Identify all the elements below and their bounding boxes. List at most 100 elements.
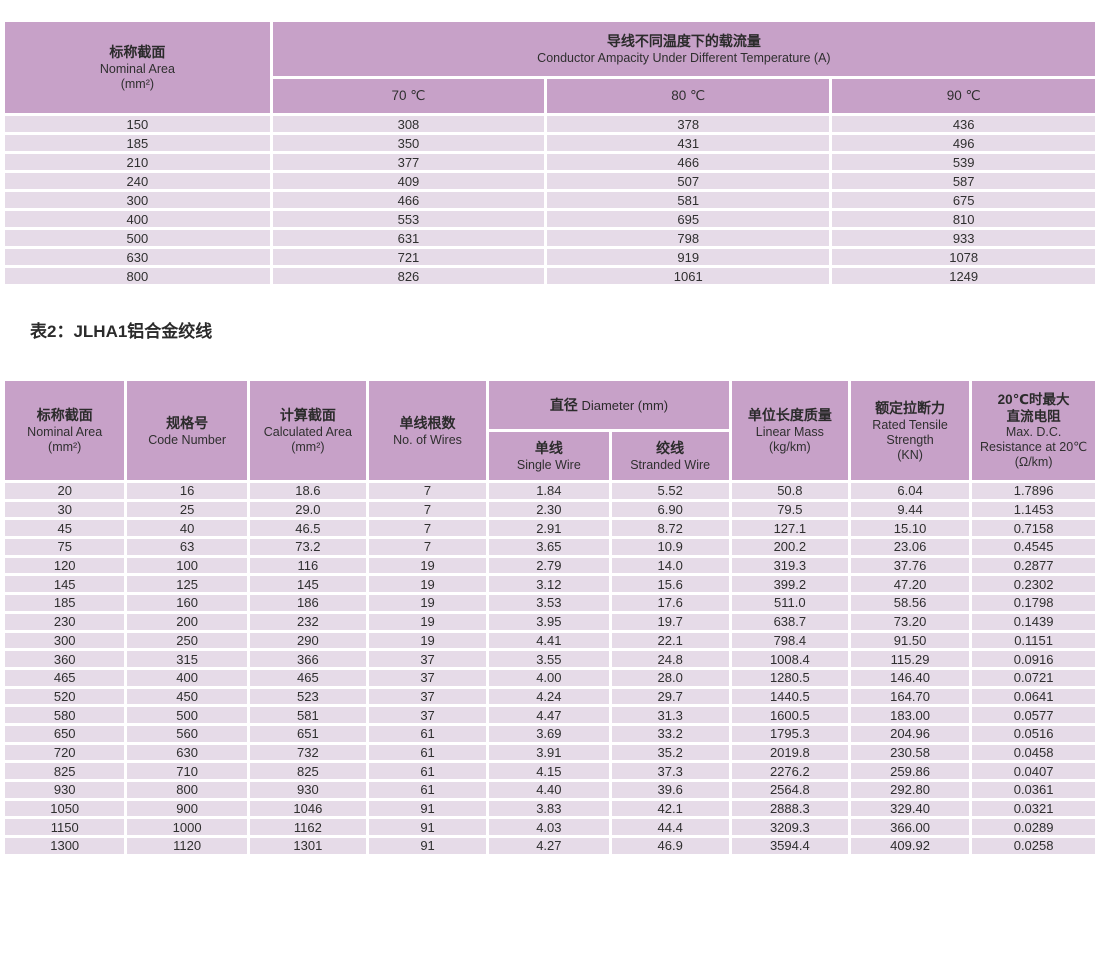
cell: 63 — [124, 536, 250, 558]
cell: 431 — [544, 132, 833, 154]
cell: 8.72 — [608, 517, 732, 540]
cell: 798.4 — [728, 629, 851, 652]
table-row: 300 250 290 19 4.41 22.1 798.4 91.50 0.1151 — [1, 629, 1098, 652]
ampacity-table-body: 150 308 378 436 185 350 431 496 210 377 466 539 240 4… — [2, 113, 1098, 287]
cell: 511.0 — [728, 592, 851, 614]
cell: 507 — [544, 170, 833, 192]
cell: 46.5 — [246, 517, 369, 540]
cell: 825 — [1, 760, 128, 782]
cell: 0.1151 — [969, 629, 1098, 652]
cell: 1078 — [829, 246, 1098, 268]
cell: 0.2302 — [969, 573, 1098, 596]
cell: 91 — [365, 835, 490, 857]
cell: 292.80 — [847, 779, 973, 801]
cell: 3.53 — [486, 592, 612, 614]
cell: 409 — [269, 170, 548, 192]
table-row: 300 466 581 675 — [2, 189, 1098, 211]
cell: 496 — [829, 132, 1098, 154]
cell: 315 — [124, 648, 250, 670]
cell: 6.90 — [608, 498, 732, 521]
cell: 290 — [246, 629, 369, 652]
cell: 4.41 — [486, 629, 612, 652]
cell: 240 — [2, 170, 273, 192]
cell: 0.0721 — [969, 666, 1098, 689]
cell: 1301 — [246, 835, 369, 857]
cell: 9.44 — [847, 498, 973, 521]
cell: 37 — [365, 704, 490, 726]
cell: 800 — [2, 265, 273, 287]
cell: 4.00 — [486, 666, 612, 689]
header-tensile-strength-en2: Strength — [886, 432, 934, 447]
header-temp-70c: 70 ℃ — [269, 76, 548, 116]
cell: 18.6 — [246, 480, 369, 502]
cell: 4.27 — [486, 835, 612, 857]
cell: 465 — [1, 666, 128, 689]
cell: 185 — [2, 132, 273, 154]
cell: 2888.3 — [728, 797, 851, 820]
cell: 1300 — [1, 835, 128, 857]
cell: 798 — [544, 227, 833, 249]
header-spec-nominal-area-unit: (mm²) — [48, 440, 82, 454]
cell: 15.6 — [608, 573, 732, 596]
header-linear-mass-unit: (kg/km) — [769, 440, 811, 454]
cell: 329.40 — [847, 797, 973, 820]
cell: 16 — [124, 480, 250, 502]
header-linear-mass-zh: 单位长度质量 — [747, 407, 832, 423]
spec-table-body: 20 16 18.6 7 1.84 5.52 50.8 6.04 1.7896 30 25 29.0 7… — [1, 480, 1098, 857]
spec-table: 标称截面 Nominal Area (mm²) 规格号 Code Number … — [1, 378, 1098, 857]
header-dc-resistance-zh1: 20℃时最大 — [997, 392, 1070, 407]
cell: 0.0641 — [969, 685, 1098, 708]
cell: 28.0 — [608, 666, 732, 689]
cell: 400 — [124, 666, 250, 689]
cell: 37.76 — [847, 554, 973, 577]
cell: 300 — [2, 189, 273, 211]
cell: 919 — [544, 246, 833, 268]
header-temp-80c: 80 ℃ — [544, 76, 833, 116]
header-diameter-group-zh: 直径 — [549, 396, 578, 413]
cell: 378 — [544, 113, 833, 135]
cell: 580 — [1, 704, 128, 726]
cell: 14.0 — [608, 554, 732, 577]
cell: 230 — [1, 610, 128, 633]
table-row: 185 350 431 496 — [2, 132, 1098, 154]
header-ampacity-group: 导线不同温度下的载流量 Conductor Ampacity Under Dif… — [269, 19, 1099, 79]
cell: 1.1453 — [969, 498, 1098, 521]
cell: 6.04 — [847, 480, 973, 502]
header-dc-resistance-zh2: 直流电阻 — [1006, 409, 1061, 424]
cell: 200 — [124, 610, 250, 633]
cell: 1600.5 — [728, 704, 851, 726]
cell: 7 — [365, 536, 490, 558]
cell: 1162 — [246, 816, 369, 839]
cell: 0.0258 — [969, 835, 1098, 857]
cell: 3.91 — [486, 741, 612, 764]
spec-header-row-2: 单线 Single Wire 绞线 Stranded Wire — [4, 429, 1097, 483]
cell: 308 — [269, 113, 548, 135]
table-row: 800 826 1061 1249 — [2, 265, 1098, 287]
cell: 400 — [2, 208, 273, 230]
cell: 160 — [124, 592, 250, 614]
table-row: 75 63 73.2 7 3.65 10.9 200.2 23.06 0.4545 — [1, 536, 1098, 558]
cell: 1008.4 — [728, 648, 851, 670]
table-row: 825 710 825 61 4.15 37.3 2276.2 259.86 0.0407 — [1, 760, 1098, 782]
cell: 0.1439 — [969, 610, 1098, 633]
header-stranded-wire-zh: 绞线 — [656, 440, 685, 456]
header-tensile-strength-en1: Rated Tensile — [872, 417, 948, 432]
cell: 23.06 — [847, 536, 973, 558]
cell: 0.4545 — [969, 536, 1098, 558]
header-single-wire-zh: 单线 — [534, 440, 563, 456]
cell: 115.29 — [847, 648, 973, 670]
cell: 3594.4 — [728, 835, 851, 857]
header-stranded-wire-en: Stranded Wire — [630, 458, 711, 472]
cell: 2.30 — [486, 498, 612, 521]
table-row: 1150 1000 1162 91 4.03 44.4 3209.3 366.00 0.0289 — [1, 816, 1098, 839]
cell: 638.7 — [728, 610, 851, 633]
cell: 630 — [2, 246, 273, 268]
cell: 0.0407 — [969, 760, 1098, 782]
cell: 5.52 — [608, 480, 732, 502]
cell: 630 — [124, 741, 250, 764]
cell: 1795.3 — [728, 722, 851, 745]
cell: 3.12 — [486, 573, 612, 596]
table-row: 500 631 798 933 — [2, 227, 1098, 249]
header-linear-mass-en: Linear Mass — [755, 425, 824, 439]
cell: 0.0458 — [969, 741, 1098, 764]
